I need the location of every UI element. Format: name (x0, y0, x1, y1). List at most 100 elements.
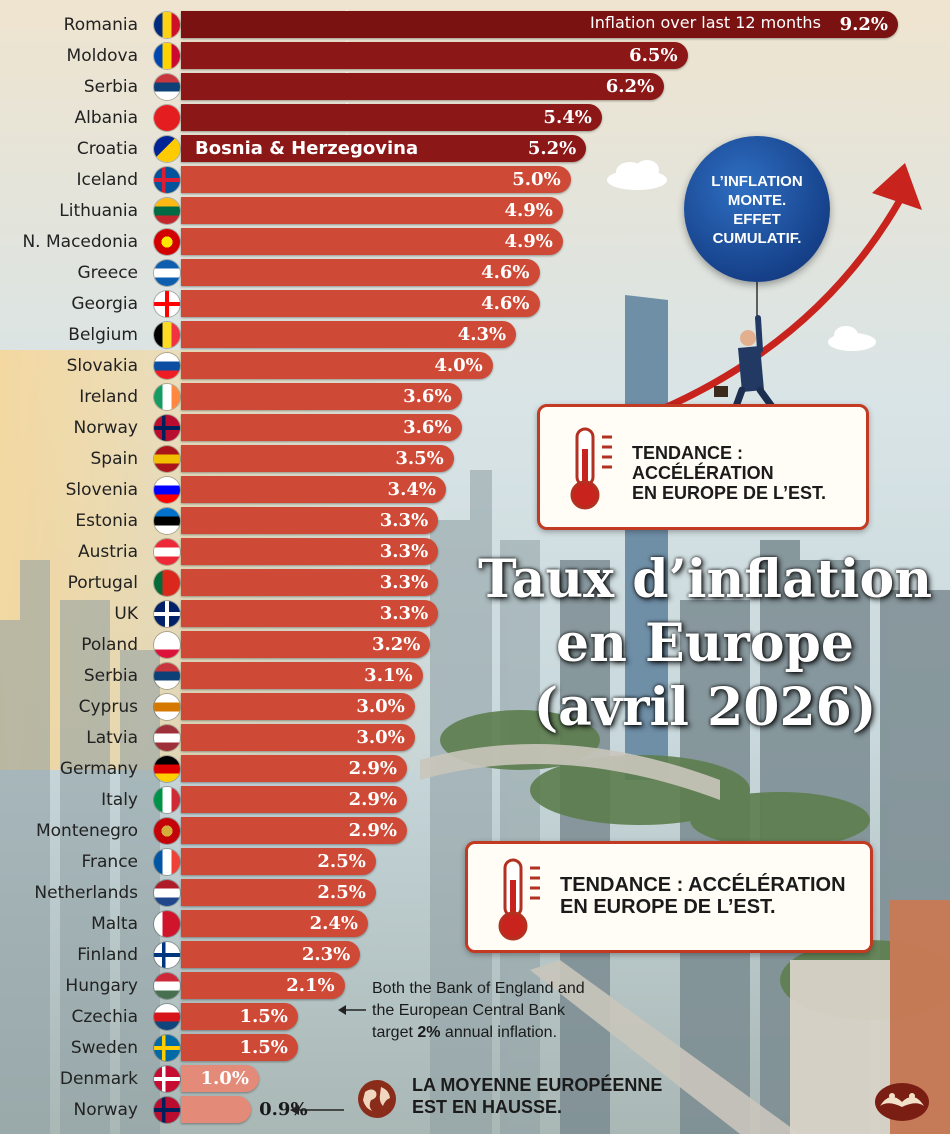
country-label: France (81, 852, 138, 872)
note-text: target (372, 1024, 418, 1041)
globe-icon (358, 1080, 396, 1118)
bar (181, 724, 415, 751)
value-label: 4.3% (457, 324, 507, 345)
bar (181, 352, 493, 379)
bar (181, 445, 454, 472)
country-label: Belgium (68, 325, 138, 345)
title-line: Taux d’inflation (477, 549, 933, 610)
bottom-banner: LA MOYENNE EUROPÉENNE EST EN HAUSSE. (412, 1074, 662, 1118)
flag-icon (154, 136, 180, 162)
country-label: Italy (101, 790, 138, 810)
bar (181, 228, 563, 255)
title-line: (avril 2026) (533, 677, 877, 738)
country-label: Latvia (86, 728, 138, 748)
flag-icon (154, 105, 180, 131)
value-label: 4.6% (481, 262, 530, 283)
country-label: Cyprus (78, 697, 138, 717)
flag-icon (154, 43, 180, 69)
flag-icon (154, 384, 180, 410)
value-label: 2.1% (286, 975, 335, 996)
bar (181, 569, 439, 596)
chart-header: Inflation over last 12 months (590, 13, 821, 32)
bar-overlay-label: Bosnia & Herzegovina (195, 138, 419, 159)
value-label: 2.5% (317, 851, 366, 872)
value-label: 3.2% (371, 634, 421, 655)
balloon-line: CUMULATIF. (712, 230, 802, 247)
bar (181, 538, 439, 565)
value-label: 2.4% (309, 913, 359, 934)
bar (181, 941, 361, 968)
flag-icon (154, 12, 180, 38)
value-label: 3.3% (379, 603, 429, 624)
value-label: 3.0% (356, 727, 405, 748)
mustache-logo-icon (875, 1083, 929, 1121)
flag-icon (154, 198, 180, 224)
value-label: 3.4% (387, 479, 436, 500)
value-label: 3.1% (364, 665, 413, 686)
bar (181, 290, 540, 317)
trend-card-top: TENDANCE : ACCÉLÉRATION EN EUROPE DE L’E… (537, 404, 869, 530)
country-label: Albania (74, 108, 138, 128)
country-label: Estonia (75, 511, 138, 531)
value-label: 3.6% (403, 386, 452, 407)
value-label: 5.0% (512, 169, 561, 190)
country-label: Malta (91, 914, 138, 934)
country-label: Romania (63, 15, 138, 35)
value-label: 2.9% (348, 789, 397, 810)
value-label: 2.9% (348, 758, 397, 779)
note-line: target 2% annual inflation. (372, 1022, 662, 1044)
value-label: 5.4% (543, 107, 592, 128)
flag-icon (154, 477, 180, 503)
bar (181, 383, 462, 410)
title-line: en Europe (556, 613, 854, 674)
country-label: Portugal (67, 573, 138, 593)
country-label: Sweden (70, 1038, 138, 1058)
value-label: 2.5% (317, 882, 366, 903)
flag-icon (154, 167, 180, 193)
bar (181, 166, 571, 193)
country-label: Montenegro (35, 821, 138, 841)
country-label: Slovenia (65, 480, 138, 500)
value-label: 3.3% (379, 572, 429, 593)
balloon-line: MONTE. (727, 192, 787, 209)
card-line: EN EUROPE DE L’EST. (632, 483, 827, 504)
country-label: N. Macedonia (22, 232, 138, 252)
country-label: Norway (73, 418, 139, 438)
bar (181, 414, 462, 441)
bar (181, 104, 602, 131)
value-label: 6.2% (605, 76, 655, 97)
value-label: 3.5% (395, 448, 444, 469)
country-label: Spain (90, 449, 139, 469)
note-emphasis: 2% (417, 1024, 441, 1041)
country-label: Czechia (71, 1007, 138, 1027)
country-label: Slovakia (66, 356, 138, 376)
value-label: 2.3% (301, 944, 351, 965)
bar (181, 817, 407, 844)
value-label: 3.3% (379, 510, 429, 531)
value-label: 4.6% (481, 293, 530, 314)
value-label: 2.9% (348, 820, 397, 841)
trend-card-text: TENDANCE : ACCÉLÉRATION EN EUROPE DE L’E… (632, 443, 826, 503)
flag-icon (154, 1035, 180, 1061)
banner-line: EST EN HAUSSE. (412, 1097, 563, 1117)
bar (181, 1096, 252, 1123)
country-label: Denmark (59, 1069, 138, 1089)
bar (181, 879, 376, 906)
bar (181, 693, 415, 720)
flag-icon (154, 353, 180, 379)
card-line: TENDANCE : ACCÉLÉRATION (560, 874, 846, 896)
value-label: 3.0% (356, 696, 405, 717)
country-label: Norway (73, 1100, 139, 1120)
card-line: EN EUROPE DE L’EST. (560, 896, 776, 919)
flag-icon (154, 1097, 180, 1123)
bar (181, 197, 563, 224)
country-label: Ireland (79, 387, 138, 407)
flag-icon (154, 849, 180, 875)
country-label: Poland (81, 635, 138, 655)
flag-icon (154, 291, 180, 317)
balloon-text: L’INFLATION MONTE. EFFET CUMULATIF. (684, 172, 830, 248)
value-label: 1.5% (239, 1006, 288, 1027)
bar (181, 73, 665, 100)
value-label: 0.9% (259, 1099, 308, 1120)
bar (181, 1065, 259, 1092)
